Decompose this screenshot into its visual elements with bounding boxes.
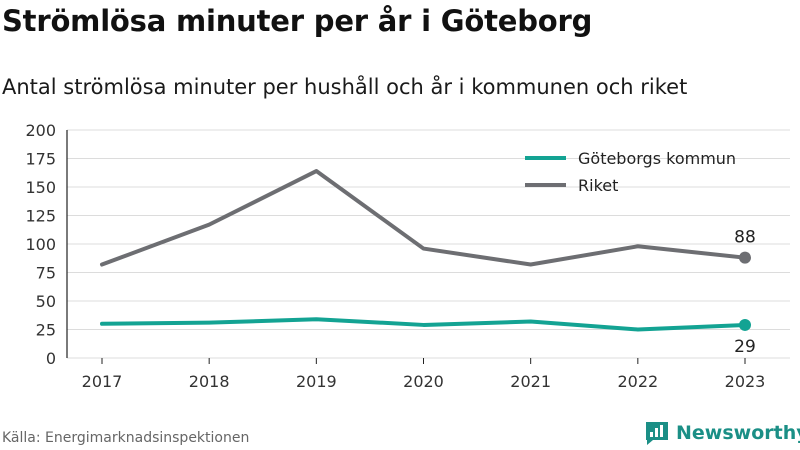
x-tick-label: 2022 <box>617 372 658 391</box>
legend: Göteborgs kommun Riket <box>525 149 736 195</box>
chart-subtitle: Antal strömlösa minuter per hushåll och … <box>2 75 688 99</box>
brand-logo: Newsworthy <box>644 420 800 446</box>
legend-label: Riket <box>578 176 618 195</box>
source-note: Källa: Energimarknadsinspektionen <box>2 430 250 446</box>
end-value-label: 88 <box>734 228 756 248</box>
y-tick-label: 175 <box>25 150 56 169</box>
series-points: 29 88 <box>734 228 756 357</box>
y-tick-label: 50 <box>36 292 56 311</box>
series-lines <box>100 169 747 332</box>
y-tick-label: 100 <box>25 235 56 254</box>
y-tick-label: 75 <box>36 264 56 283</box>
end-point-marker <box>739 318 751 331</box>
x-axis: 2017 2018 2019 2020 2021 2022 2023 <box>82 358 766 391</box>
brand-name: Newsworthy <box>676 422 800 444</box>
series-line <box>100 317 747 332</box>
x-tick-label: 2021 <box>510 372 551 391</box>
legend-label: Göteborgs kommun <box>578 149 736 168</box>
end-point-marker <box>739 251 751 264</box>
y-tick-label: 150 <box>25 178 56 197</box>
y-axis: 0 25 50 75 100 125 150 175 200 <box>25 121 68 368</box>
chart-title: Strömlösa minuter per år i Göteborg <box>2 4 593 38</box>
y-tick-label: 125 <box>25 207 56 226</box>
y-tick-label: 0 <box>46 349 56 368</box>
x-tick-label: 2020 <box>403 372 444 391</box>
y-tick-label: 200 <box>25 121 56 140</box>
x-tick-label: 2017 <box>82 372 123 391</box>
newsworthy-logo-icon <box>646 422 668 445</box>
x-tick-label: 2019 <box>296 372 337 391</box>
x-tick-label: 2018 <box>189 372 230 391</box>
gridlines <box>67 129 790 359</box>
end-value-label: 29 <box>734 337 756 357</box>
x-tick-label: 2023 <box>725 372 766 391</box>
series-line <box>100 169 747 267</box>
y-tick-label: 25 <box>36 321 56 340</box>
